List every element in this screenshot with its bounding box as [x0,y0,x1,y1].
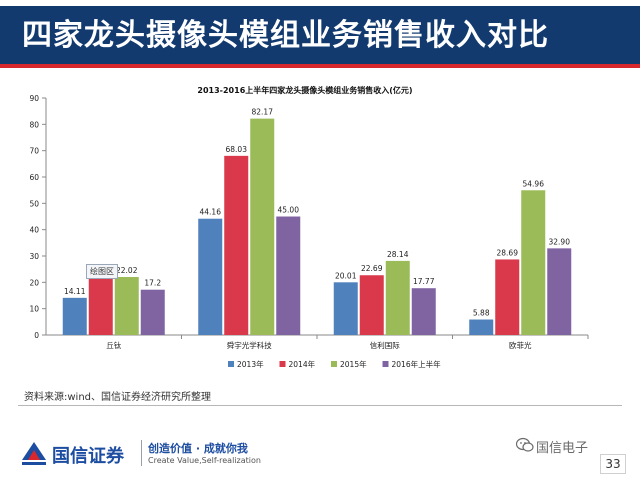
legend-swatch [331,361,337,367]
data-label: 28.69 [497,248,519,257]
y-tick-label: 80 [29,120,39,129]
page-number: 33 [600,454,626,474]
y-tick-label: 20 [29,278,39,287]
bar [411,288,436,335]
footer-divider [18,405,622,406]
y-tick-label: 40 [29,226,39,235]
footer-separator [141,440,142,466]
bar [198,218,223,335]
legend-label: 2015年 [340,359,367,369]
data-label: 17.2 [144,279,161,288]
data-label: 68.03 [226,145,248,154]
y-tick-label: 0 [34,331,39,340]
chart-title: 2013-2016上半年四家龙头摄像头模组业务销售收入(亿元) [197,86,413,95]
header-band [0,6,640,64]
bar [114,277,139,335]
bar [140,289,165,335]
guosen-logo-icon [22,442,46,465]
bar [469,319,494,335]
wechat-icon [516,437,534,452]
data-label: 28.14 [387,250,409,259]
x-tick-label: 舜宇光学科技 [227,340,272,350]
legend-swatch [279,361,286,367]
y-tick-label: 90 [29,94,39,103]
bar [385,260,410,335]
y-tick-label: 10 [29,305,39,314]
legend-label: 2016年上半年 [392,359,442,369]
y-tick-label: 70 [29,147,39,156]
plot-area-label: 绘图区 [86,264,118,279]
bar [276,216,301,335]
bar [224,155,249,335]
data-label: 17.77 [413,277,435,286]
data-label: 20.01 [335,271,357,280]
bar [88,278,113,335]
y-tick-label: 30 [29,252,39,261]
x-tick-label: 丘钛 [106,340,121,350]
slide-title: 四家龙头摄像头模组业务销售收入对比 [22,18,549,53]
bar [250,118,275,335]
data-label: 22.69 [361,264,383,273]
slide-header: 四家龙头摄像头模组业务销售收入对比 [0,0,640,80]
data-label: 32.90 [549,237,571,246]
bar [495,259,520,335]
data-label: 44.16 [200,208,222,217]
bar [359,275,384,335]
y-tick-label: 50 [29,199,39,208]
x-tick-label: 欧菲光 [509,340,532,350]
source-note: 资料来源:wind、国信证券经济研究所整理 [24,392,212,403]
data-label: 5.88 [473,309,490,318]
slide-footer: 国信证券 创造价值 · 成就你我 Create Value,Self-reali… [0,432,640,478]
bar [521,190,546,335]
bar [333,282,358,335]
legend-label: 2014年 [289,359,316,369]
legend-label: 2013年 [237,359,264,369]
brand-name: 国信证券 [52,446,124,467]
data-label: 45.00 [278,206,300,215]
data-label: 22.02 [116,266,138,275]
chart-area: 010203040506070809014.1121.6122.0217.2丘钛… [0,80,640,385]
slogan-chinese: 创造价值 · 成就你我 [148,442,248,455]
data-label: 54.96 [523,179,545,188]
header-accent-line [0,64,640,68]
legend-swatch [228,361,234,367]
x-tick-label: 信利国际 [370,340,400,350]
wechat-watermark: 国信电子 [536,441,589,456]
data-label: 82.17 [252,108,274,117]
slogan-english: Create Value,Self-realization [148,456,261,465]
data-label: 14.11 [64,287,86,296]
bar-chart: 010203040506070809014.1121.6122.0217.2丘钛… [29,94,589,369]
bar [547,248,572,335]
y-tick-label: 60 [29,173,39,182]
bar [62,297,87,335]
legend-swatch [382,361,389,367]
